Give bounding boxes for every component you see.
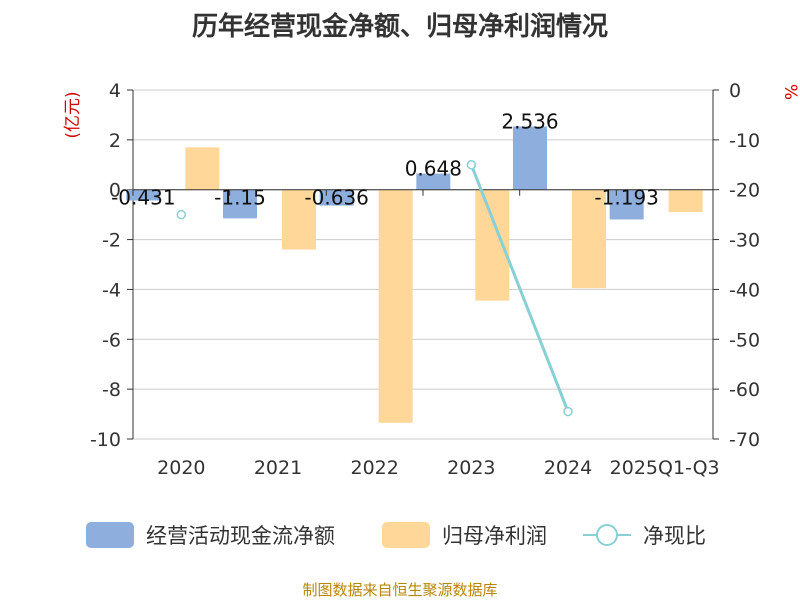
x-axis-tick-label: 2022: [350, 457, 398, 479]
left-axis-tick-label: -4: [102, 279, 121, 301]
legend-label-net-profit: 归母净利润: [442, 524, 547, 548]
right-axis-tick-label: -20: [729, 180, 760, 202]
legend-swatch-cash-flow: [86, 522, 134, 548]
bar-net-profit: [378, 189, 413, 423]
x-axis-tick-label: 2023: [447, 457, 495, 479]
bar-cash-flow: [609, 189, 644, 220]
bar-net-profit: [572, 189, 606, 289]
left-axis-tick-label: -8: [102, 379, 121, 401]
bar-cash-flow: [223, 189, 257, 219]
legend-label-ratio: 净现比: [643, 524, 706, 548]
bar-cash-flow: [126, 189, 161, 201]
left-axis-tick-label: -10: [90, 429, 121, 451]
ratio-line-segment: [469, 164, 570, 413]
legend-swatch-ratio-point: [596, 524, 618, 546]
bar-cash-flow: [319, 189, 354, 206]
right-axis-tick-label: -10: [729, 130, 760, 152]
right-axis-tick-label: 0: [729, 80, 741, 102]
left-axis-tick-label: 4: [109, 80, 121, 102]
ratio-point: [466, 160, 477, 170]
left-axis-tick-label: 0: [109, 180, 121, 202]
data-label-cash-flow: -0.431: [111, 186, 175, 210]
right-axis-tick-label: -50: [729, 329, 760, 351]
data-label-cash-flow: -1.15: [214, 186, 266, 210]
data-label-cash-flow: 0.648: [405, 157, 462, 181]
left-axis-unit: (亿元): [63, 91, 83, 138]
right-axis-tick-label: -60: [729, 379, 760, 401]
legend-label-cash-flow: 经营活动现金流净额: [146, 524, 335, 548]
x-axis-tick-label: 2025Q1-Q3: [610, 457, 720, 479]
ratio-point: [176, 209, 187, 220]
bar-cash-flow: [416, 173, 451, 190]
left-axis-tick-label: 2: [109, 130, 121, 152]
left-axis-tick-label: -6: [102, 329, 121, 351]
right-axis-tick-label: -30: [729, 230, 760, 252]
bar-net-profit: [282, 189, 316, 250]
bar-cash-flow: [513, 126, 547, 190]
bar-net-profit: [668, 189, 703, 213]
x-axis-tick-label: 2021: [254, 457, 302, 479]
data-label-cash-flow: -1.193: [594, 186, 658, 210]
data-label-cash-flow: 2.536: [501, 109, 558, 133]
left-axis-tick-label: -2: [102, 230, 121, 252]
right-axis-tick-label: -70: [729, 429, 760, 451]
ratio-point: [563, 406, 573, 417]
legend-swatch-net-profit: [382, 522, 430, 548]
chart-title: 历年经营现金净额、归母净利润情况: [191, 12, 608, 42]
right-axis-tick-label: -40: [729, 279, 760, 301]
x-axis-tick-label: 2024: [544, 457, 592, 479]
x-axis-tick-label: 2020: [157, 457, 205, 479]
bar-net-profit: [185, 147, 220, 190]
right-axis-unit: %: [780, 84, 800, 100]
data-label-cash-flow: -0.636: [304, 186, 368, 210]
data-source-note: 制图数据来自恒生聚源数据库: [302, 581, 498, 599]
